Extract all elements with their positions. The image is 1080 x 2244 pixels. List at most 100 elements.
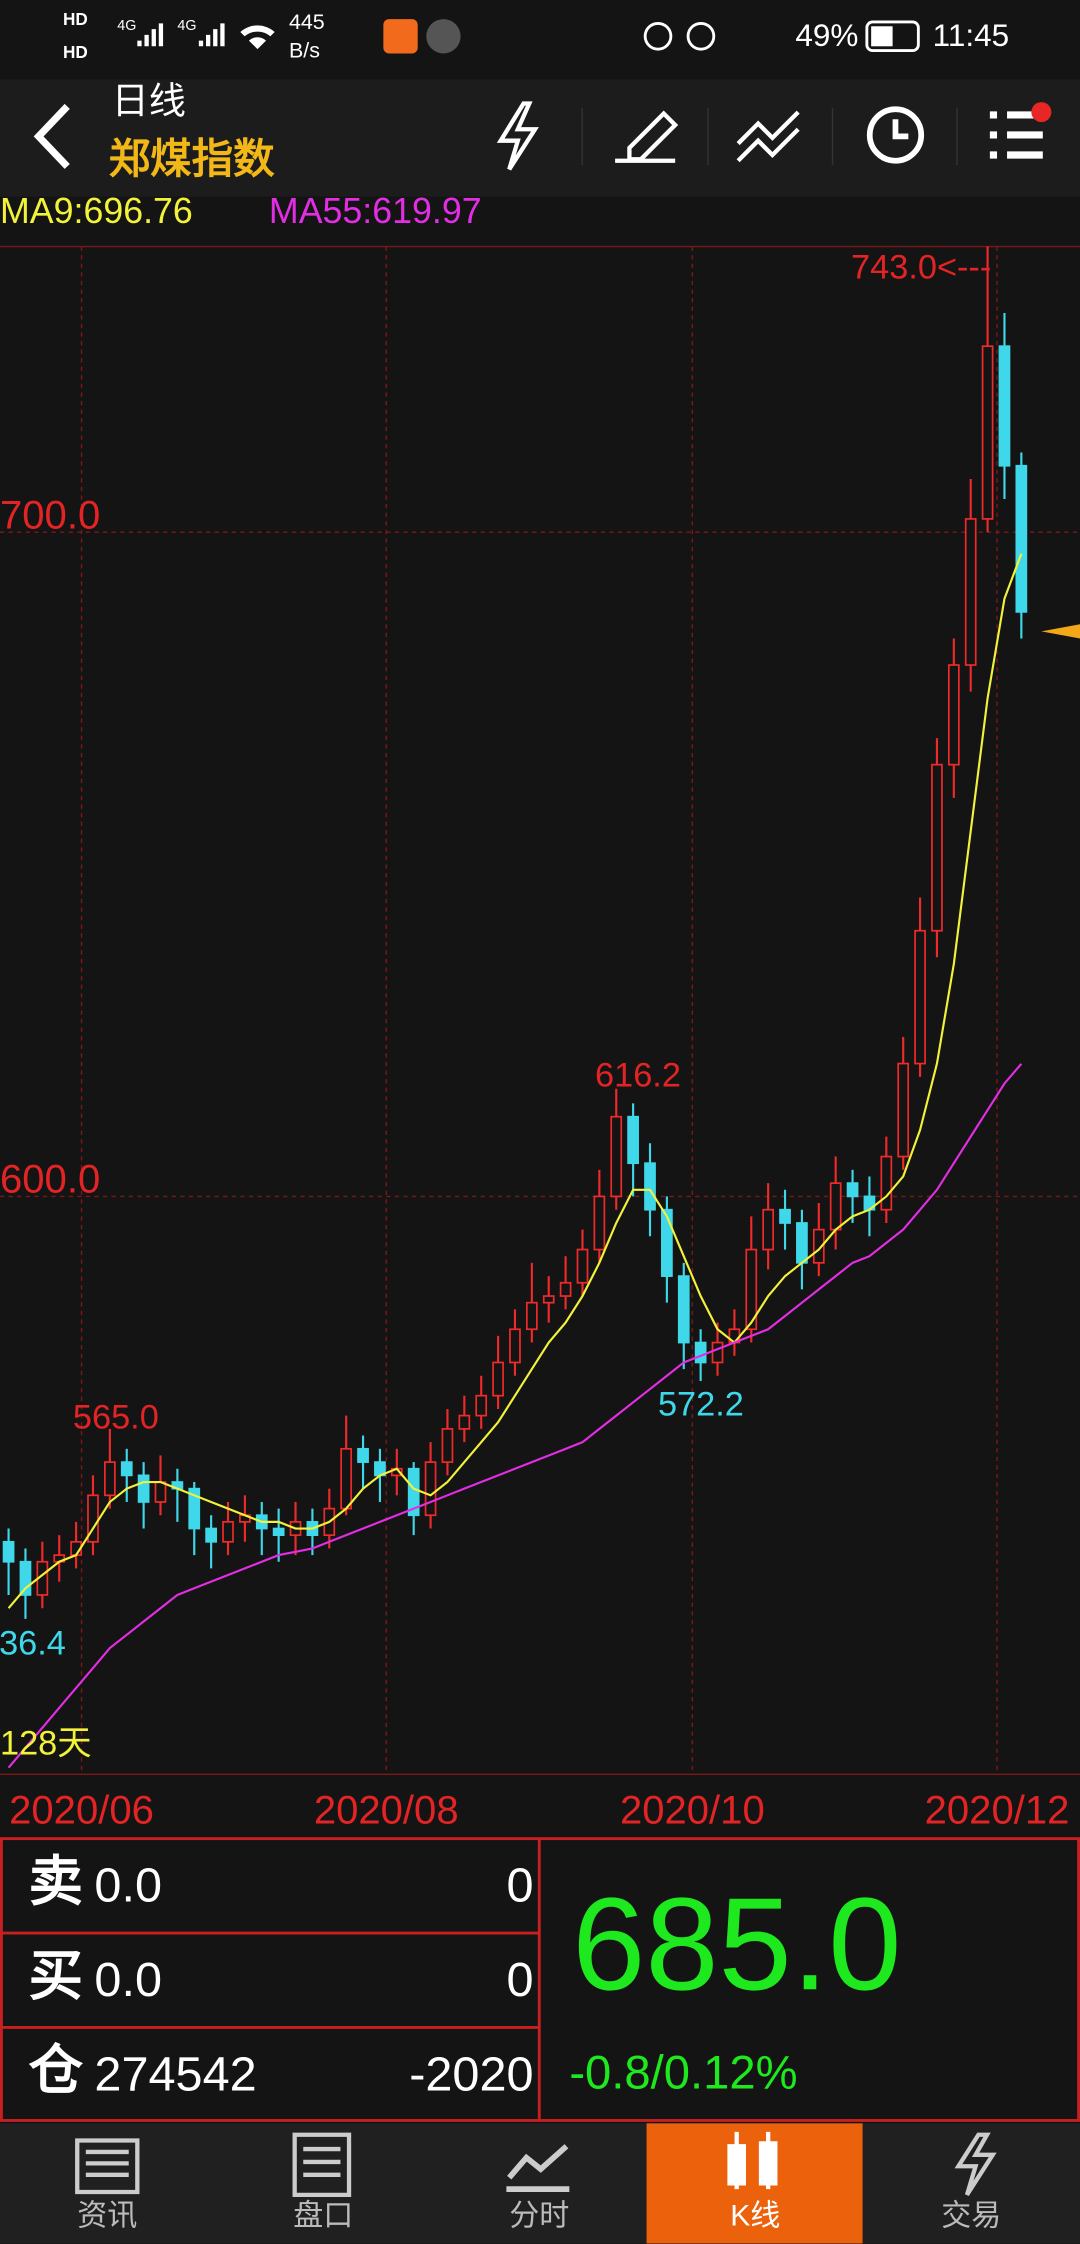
candle-body — [205, 1527, 218, 1543]
indicator-button[interactable] — [736, 110, 800, 163]
clock-hand — [892, 119, 909, 140]
candle-body — [661, 1208, 673, 1277]
back-button[interactable] — [33, 103, 70, 169]
candle-body — [87, 1494, 99, 1543]
candle-body — [340, 1447, 353, 1510]
eye-icon — [643, 21, 673, 51]
candle-body — [120, 1461, 133, 1477]
net-label: 4G — [177, 18, 196, 34]
row-amount: 0 — [507, 1859, 534, 1913]
candle-body — [475, 1394, 488, 1417]
row-amount: 0 — [507, 1953, 534, 2007]
candle-body — [441, 1428, 454, 1463]
candle-body — [19, 1560, 32, 1596]
annotation: 616.2 — [595, 1057, 681, 1095]
candle-body — [897, 1062, 910, 1158]
candle-body — [964, 518, 977, 666]
battery-text: 49% — [795, 18, 858, 53]
badge — [1031, 102, 1052, 123]
candle-body — [947, 664, 960, 766]
candle-body — [593, 1195, 606, 1251]
candle-body — [644, 1162, 656, 1211]
candle-body — [576, 1248, 589, 1284]
tab-icon — [292, 2132, 352, 2197]
x-tick-label: 2020/08 — [314, 1788, 459, 1832]
x-tick-label: 2020/12 — [925, 1788, 1070, 1832]
active-tab — [646, 2123, 863, 2244]
row-label: 仓 — [29, 2040, 84, 2101]
app-icon — [426, 19, 461, 54]
x-tick-label: 2020/10 — [620, 1788, 765, 1832]
tab-label[interactable]: 交易 — [941, 2200, 1001, 2233]
last-price: 685.0 — [572, 1870, 901, 2017]
annotation: 572.2 — [658, 1386, 744, 1424]
candle-body — [154, 1481, 167, 1503]
history-button[interactable] — [866, 106, 925, 164]
app-icon — [383, 19, 418, 54]
candle-body — [103, 1461, 116, 1497]
x-tick-label: 2020/06 — [9, 1788, 154, 1832]
annotation: 128天 — [0, 1725, 92, 1763]
hd-label: HD — [63, 42, 88, 62]
status-bar: HD HD 4G 4G 445 B/s 49% 11:45 — [63, 9, 1009, 63]
flash-button[interactable] — [496, 101, 539, 171]
candle-body — [407, 1467, 420, 1517]
tab-bar: 资讯 盘口 分时 K线 交易 — [0, 2123, 1080, 2244]
tab-icon — [954, 2132, 997, 2197]
speed-unit: B/s — [289, 39, 320, 63]
menu-button[interactable] — [989, 111, 1043, 159]
candle-body — [796, 1222, 808, 1264]
alarm-icon — [686, 21, 716, 51]
row-amount: -2020 — [409, 2047, 533, 2101]
candle-body — [846, 1182, 859, 1198]
row-label: 卖 — [29, 1851, 83, 1912]
y-tick-label: 700.0 — [0, 493, 100, 537]
ma-line — [7, 553, 1023, 1609]
candle-body — [272, 1527, 285, 1537]
candle-body — [931, 763, 943, 932]
candle-body — [998, 345, 1011, 467]
candle-body — [812, 1228, 825, 1264]
quote-panel: 685.0 -0.8/0.12% 卖 0.0 0 买 0.0 0 仓 274542 -2020 — [0, 1837, 1080, 2122]
candle-body — [188, 1487, 201, 1530]
candle-body — [711, 1341, 724, 1364]
tab-icon — [727, 2131, 778, 2190]
candle-body — [424, 1461, 437, 1517]
tab-label[interactable]: 资讯 — [77, 2200, 137, 2233]
candle-body — [1015, 464, 1028, 613]
candle-body — [137, 1474, 150, 1503]
row-label: 买 — [29, 1946, 83, 2007]
tab-icon — [506, 2144, 570, 2192]
candle-body — [762, 1208, 775, 1251]
legend-entry: MA9:696.76 — [0, 191, 193, 231]
tab-label[interactable]: 分时 — [509, 2200, 569, 2233]
hd-label: HD — [63, 9, 88, 29]
candle-body — [981, 345, 994, 520]
battery-icon — [865, 20, 920, 53]
y-tick-label: 600.0 — [0, 1158, 100, 1202]
wifi-icon — [240, 25, 275, 50]
candle-body — [559, 1281, 572, 1297]
annotation: 743.0<--- — [851, 249, 991, 287]
candle-body — [2, 1540, 15, 1563]
candle-body — [222, 1521, 234, 1543]
ma-line — [7, 1063, 1023, 1769]
tab-label[interactable]: K线 — [730, 2200, 780, 2233]
candle-body — [458, 1414, 471, 1430]
title: 郑煤指数 — [109, 135, 275, 182]
price-marker — [1041, 624, 1080, 639]
legend-entry: MA55:619.97 — [269, 191, 482, 231]
draw-button[interactable] — [615, 110, 679, 163]
battery-level — [871, 26, 893, 47]
candle-body — [745, 1248, 758, 1331]
tab-icon — [75, 2138, 140, 2195]
tab-label[interactable]: 盘口 — [293, 2200, 353, 2233]
tab-bar-bg — [0, 2123, 1080, 2244]
row-value: 274542 — [94, 2047, 256, 2101]
candle-body — [542, 1295, 555, 1304]
candle-body — [610, 1115, 623, 1198]
candle-body — [509, 1328, 521, 1364]
speed: 445 — [289, 10, 325, 34]
annotation: 565.0 — [73, 1399, 159, 1437]
